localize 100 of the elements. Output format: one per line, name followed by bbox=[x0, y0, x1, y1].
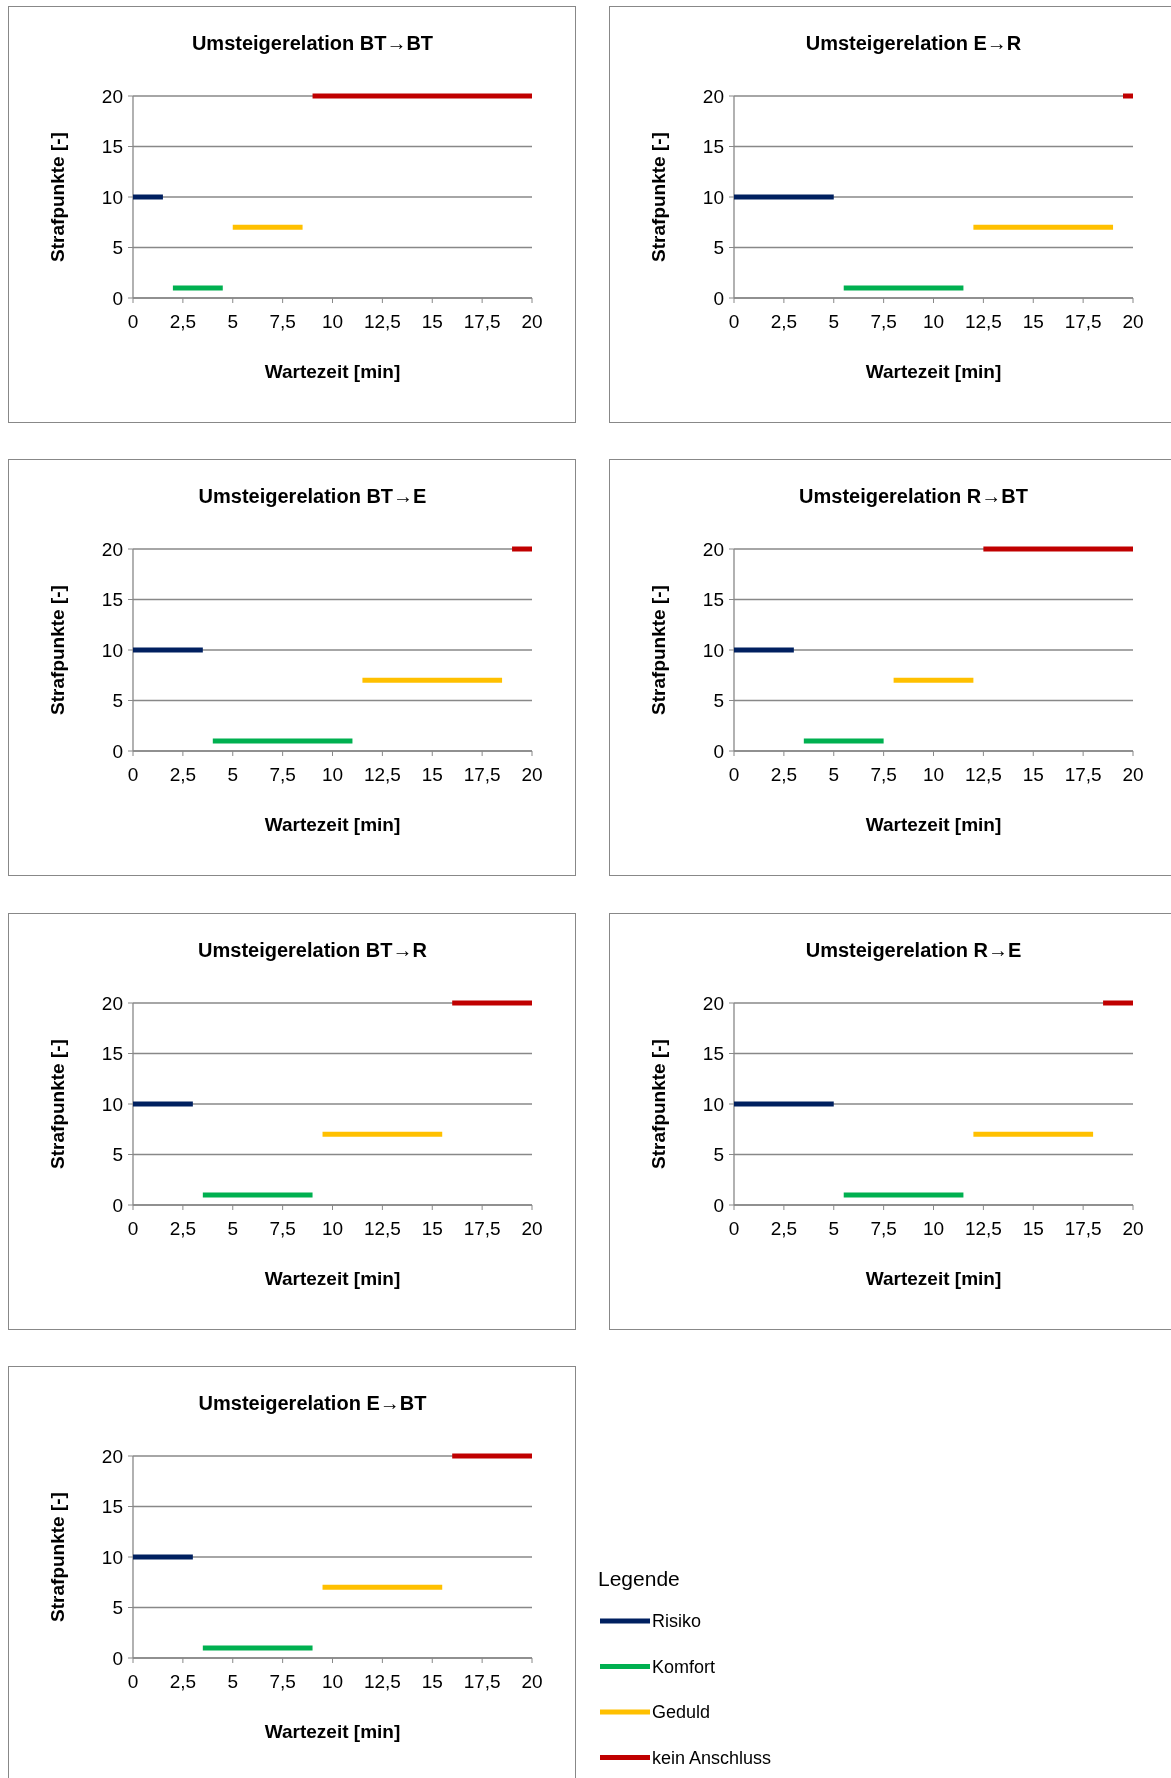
x-tick-label: 12,5 bbox=[363, 311, 401, 332]
y-tick-label: 0 bbox=[713, 1194, 724, 1216]
x-tick-label: 15 bbox=[421, 311, 443, 332]
x-tick-label: 20 bbox=[521, 1671, 543, 1692]
x-tick-label: 5 bbox=[828, 764, 840, 785]
y-tick-label: 15 bbox=[702, 1043, 724, 1065]
x-tick-label: 10 bbox=[321, 1671, 344, 1692]
y-tick-label: 0 bbox=[112, 1647, 123, 1669]
y-axis-title: Strafpunkte [-] bbox=[47, 1039, 68, 1169]
x-tick-label: 12,5 bbox=[363, 1218, 401, 1239]
x-tick-label: 20 bbox=[1122, 1218, 1144, 1239]
chart-title: Umsteigerelation BT→R bbox=[198, 939, 428, 961]
x-tick-label: 2,5 bbox=[169, 1671, 197, 1692]
x-tick-label: 15 bbox=[421, 1218, 443, 1239]
x-tick-label: 5 bbox=[828, 311, 840, 332]
x-tick-label: 17,5 bbox=[1064, 311, 1102, 332]
y-axis-title: Strafpunkte [-] bbox=[47, 585, 68, 715]
x-tick-label: 10 bbox=[321, 764, 344, 785]
x-tick-label: 7,5 bbox=[269, 1671, 296, 1692]
x-tick-label: 0 bbox=[127, 311, 139, 332]
x-tick-label: 7,5 bbox=[870, 311, 897, 332]
y-tick-label: 10 bbox=[101, 1546, 123, 1568]
y-tick-label: 15 bbox=[702, 136, 724, 158]
x-tick-label: 2,5 bbox=[770, 1218, 798, 1239]
x-tick-label: 20 bbox=[1122, 764, 1144, 785]
y-tick-label: 20 bbox=[101, 992, 123, 1014]
legend-label: Geduld bbox=[652, 1702, 711, 1723]
y-tick-label: 15 bbox=[101, 1496, 123, 1518]
y-tick-label: 20 bbox=[101, 1445, 123, 1467]
x-axis-title: Wartezeit [min] bbox=[264, 361, 401, 382]
y-tick-label: 20 bbox=[702, 992, 724, 1014]
x-tick-label: 5 bbox=[227, 1218, 239, 1239]
x-tick-label: 0 bbox=[127, 1671, 139, 1692]
x-tick-label: 20 bbox=[521, 764, 543, 785]
x-tick-label: 17,5 bbox=[463, 1671, 501, 1692]
x-tick-label: 17,5 bbox=[1064, 1218, 1102, 1239]
x-tick-label: 10 bbox=[321, 1218, 344, 1239]
x-tick-label: 12,5 bbox=[363, 764, 401, 785]
x-tick-label: 5 bbox=[828, 1218, 840, 1239]
x-tick-label: 7,5 bbox=[269, 764, 296, 785]
x-tick-label: 0 bbox=[728, 764, 740, 785]
y-tick-label: 5 bbox=[713, 690, 724, 712]
y-axis-title: Strafpunkte [-] bbox=[47, 132, 68, 262]
x-tick-label: 12,5 bbox=[363, 1671, 401, 1692]
x-tick-label: 17,5 bbox=[1064, 764, 1102, 785]
x-tick-label: 10 bbox=[321, 311, 344, 332]
x-tick-label: 17,5 bbox=[463, 1218, 501, 1239]
x-tick-label: 12,5 bbox=[964, 1218, 1002, 1239]
chart-title: Umsteigerelation BT→BT bbox=[191, 32, 434, 54]
x-axis-title: Wartezeit [min] bbox=[865, 1268, 1002, 1289]
y-tick-label: 5 bbox=[112, 1597, 123, 1619]
x-tick-label: 2,5 bbox=[169, 311, 197, 332]
x-axis-title: Wartezeit [min] bbox=[264, 1721, 401, 1742]
y-tick-label: 15 bbox=[101, 1043, 123, 1065]
x-tick-label: 15 bbox=[1022, 1218, 1044, 1239]
y-tick-label: 15 bbox=[101, 589, 123, 611]
y-tick-label: 5 bbox=[713, 237, 724, 259]
x-tick-label: 2,5 bbox=[770, 311, 798, 332]
y-tick-label: 10 bbox=[101, 186, 123, 208]
legend-label: Komfort bbox=[652, 1656, 716, 1677]
x-tick-label: 7,5 bbox=[870, 764, 897, 785]
x-tick-label: 5 bbox=[227, 764, 239, 785]
x-tick-label: 7,5 bbox=[269, 1218, 296, 1239]
y-axis-title: Strafpunkte [-] bbox=[648, 1039, 669, 1169]
y-tick-label: 10 bbox=[702, 1093, 724, 1115]
x-axis-title: Wartezeit [min] bbox=[865, 361, 1002, 382]
x-tick-label: 2,5 bbox=[169, 764, 197, 785]
chart-title: Umsteigerelation R→E bbox=[805, 939, 1022, 961]
chart-title: Umsteigerelation E→R bbox=[805, 32, 1022, 54]
y-tick-label: 0 bbox=[112, 740, 123, 762]
x-tick-label: 0 bbox=[127, 1218, 139, 1239]
x-tick-label: 20 bbox=[521, 311, 543, 332]
x-tick-label: 0 bbox=[728, 1218, 740, 1239]
y-axis-title: Strafpunkte [-] bbox=[648, 132, 669, 262]
x-tick-label: 10 bbox=[922, 764, 945, 785]
x-tick-label: 7,5 bbox=[269, 311, 296, 332]
x-axis-title: Wartezeit [min] bbox=[865, 814, 1002, 835]
y-tick-label: 10 bbox=[702, 186, 724, 208]
x-tick-label: 12,5 bbox=[964, 311, 1002, 332]
y-tick-label: 10 bbox=[101, 639, 123, 661]
x-tick-label: 7,5 bbox=[870, 1218, 897, 1239]
y-tick-label: 15 bbox=[702, 589, 724, 611]
y-tick-label: 15 bbox=[101, 136, 123, 158]
y-tick-label: 5 bbox=[112, 1144, 123, 1166]
x-tick-label: 15 bbox=[1022, 311, 1044, 332]
x-tick-label: 2,5 bbox=[169, 1218, 197, 1239]
y-tick-label: 0 bbox=[112, 287, 123, 309]
y-tick-label: 20 bbox=[702, 538, 724, 560]
x-tick-label: 15 bbox=[421, 764, 443, 785]
y-tick-label: 20 bbox=[101, 538, 123, 560]
y-tick-label: 5 bbox=[112, 237, 123, 259]
x-tick-label: 0 bbox=[728, 311, 740, 332]
y-tick-label: 20 bbox=[101, 85, 123, 107]
y-tick-label: 0 bbox=[713, 740, 724, 762]
x-tick-label: 10 bbox=[922, 1218, 945, 1239]
x-tick-label: 20 bbox=[1122, 311, 1144, 332]
x-tick-label: 0 bbox=[127, 764, 139, 785]
x-tick-label: 15 bbox=[421, 1671, 443, 1692]
x-tick-label: 15 bbox=[1022, 764, 1044, 785]
legend-label: Risiko bbox=[652, 1611, 702, 1632]
